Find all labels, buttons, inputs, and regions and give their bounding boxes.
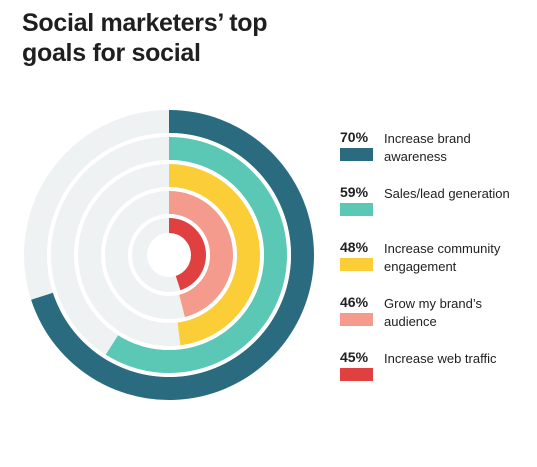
legend-percent: 70%: [340, 129, 369, 145]
center-hole: [147, 233, 191, 277]
radial-bar-chart: [24, 110, 314, 401]
ring-separator: [74, 160, 264, 350]
ring-brand-audience: [169, 191, 233, 317]
legend-swatch: [340, 368, 373, 381]
legend-swatch: [340, 203, 373, 216]
ring-separator: [128, 214, 210, 296]
ring-separator: [101, 187, 237, 323]
ring-separator: [47, 133, 291, 377]
legend-swatch: [340, 148, 373, 161]
legend-swatch: [340, 313, 373, 326]
legend-label: Sales/lead generation: [384, 186, 510, 201]
chart-title: Social marketers’ top goals for social: [22, 9, 268, 67]
legend-percent: 48%: [340, 239, 369, 255]
legend-percent: 46%: [340, 294, 369, 310]
legend-percent: 59%: [340, 184, 369, 200]
legend-percent: 45%: [340, 349, 369, 365]
legend-item-web-traffic: 45% Increase web traffic: [340, 348, 530, 403]
legend-label: Increase web traffic: [384, 351, 497, 366]
ring-community-engagement: [169, 164, 261, 346]
legend-label: Increase brand awareness: [384, 131, 471, 164]
legend-item-brand-audience: 46% Grow my brand’s audience: [340, 293, 530, 348]
ring-sales-lead: [105, 137, 288, 373]
legend-swatch: [340, 258, 373, 271]
legend: 70% Increase brand awareness 59% Sales/l…: [340, 128, 530, 403]
legend-label: Grow my brand’s audience: [384, 296, 483, 329]
legend-item-community-engagement: 48% Increase community engagement: [340, 238, 530, 293]
legend-label: Increase community engagement: [384, 241, 501, 274]
legend-item-brand-awareness: 70% Increase brand awareness: [340, 128, 530, 183]
legend-item-sales-lead: 59% Sales/lead generation: [340, 183, 530, 238]
